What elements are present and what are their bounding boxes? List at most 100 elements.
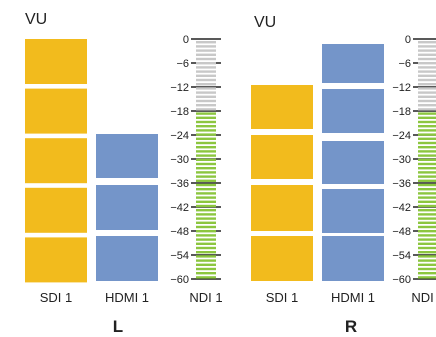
ndi-meter-segment	[418, 167, 436, 170]
channel-label: R	[345, 317, 357, 336]
level-segment	[96, 185, 158, 230]
level-segment	[25, 237, 87, 283]
scale-tick-label: −12	[170, 82, 189, 94]
ndi-meter-segment	[196, 70, 216, 73]
level-segment	[25, 187, 87, 233]
ndi-meter-segment	[418, 70, 436, 73]
ndi-meter-segment	[418, 45, 436, 48]
ndi-meter-segment	[196, 95, 216, 98]
ndi-meter-segment	[418, 225, 436, 229]
ndi-meter-segment	[196, 120, 216, 124]
scale-tick-label: −18	[392, 106, 411, 118]
ndi-meter-segment	[196, 192, 216, 195]
ndi-meter-segment	[418, 251, 436, 254]
ndi-meter-segment	[418, 133, 436, 136]
scale-tick-label: −54	[170, 250, 189, 262]
level-segment	[96, 236, 158, 281]
ndi-meter-segment	[196, 133, 216, 136]
ndi-meter-segment	[196, 146, 216, 149]
ndi-meter-segment	[196, 99, 216, 103]
level-segment	[25, 39, 87, 84]
ndi-meter-segment	[196, 255, 216, 258]
ndi-meter-segment	[418, 242, 436, 245]
ndi-meter-segment	[196, 267, 216, 271]
ndi-meter-segment	[418, 74, 436, 77]
ndi-meter-segment	[196, 204, 216, 208]
ndi-meter-segment	[196, 57, 216, 61]
ndi-meter-segment	[196, 171, 216, 174]
ndi-meter-segment	[418, 91, 436, 94]
ndi-meter-segment	[196, 116, 216, 119]
ndi-meter-segment	[418, 175, 436, 178]
ndi-meter-segment	[196, 141, 216, 145]
scale-tick-label: −54	[392, 250, 411, 262]
ndi-meter-segment	[418, 276, 436, 279]
ndi-meter-segment	[418, 217, 436, 220]
ndi-meter-segment	[196, 234, 216, 237]
level-segment	[322, 141, 384, 184]
source-label: HDMI 1	[105, 290, 149, 305]
ndi-meter-segment	[196, 162, 216, 166]
level-segment	[251, 185, 313, 231]
ndi-meter-segment	[196, 108, 216, 111]
ndi-meter-segment	[196, 246, 216, 250]
vu-title: VU	[254, 14, 276, 31]
vu-title: VU	[25, 11, 47, 28]
level-segment	[25, 88, 87, 134]
ndi-meter-segment	[418, 158, 436, 161]
ndi-meter-segment	[418, 259, 436, 262]
ndi-meter-segment	[196, 74, 216, 77]
ndi-meter-segment	[418, 87, 436, 90]
ndi-meter-segment	[418, 255, 436, 258]
ndi-meter-segment	[418, 78, 436, 82]
ndi-meter-segment	[196, 167, 216, 170]
scale-tick-label: −42	[170, 202, 189, 214]
ndi-meter-segment	[196, 41, 216, 44]
scale-tick-label: −30	[392, 154, 411, 166]
scale-tick-label: −48	[170, 226, 189, 238]
ndi-meter-segment	[418, 53, 436, 56]
ndi-meter-segment	[418, 272, 436, 275]
source-label: SDI 1	[40, 290, 73, 305]
scale-tick-label: −36	[170, 178, 189, 190]
level-segment	[25, 138, 87, 184]
scale-tick-label: −36	[392, 178, 411, 190]
ndi-meter-segment	[196, 49, 216, 52]
ndi-meter-segment	[196, 225, 216, 229]
ndi-label: NDI 1	[411, 290, 436, 305]
ndi-meter-segment	[196, 129, 216, 132]
ndi-meter-segment	[418, 150, 436, 153]
ndi-meter-segment	[418, 146, 436, 149]
level-segment	[96, 134, 158, 178]
ndi-meter-segment	[196, 217, 216, 220]
ndi-meter-segment	[418, 209, 436, 212]
scale-tick-label: −48	[392, 226, 411, 238]
ndi-meter-segment	[196, 91, 216, 94]
ndi-meter-segment	[418, 49, 436, 52]
ndi-meter-segment	[196, 272, 216, 275]
ndi-meter-segment	[418, 62, 436, 65]
scale-tick-label: −30	[170, 154, 189, 166]
ndi-meter-segment	[196, 221, 216, 224]
ndi-meter-segment	[196, 78, 216, 82]
level-segment	[251, 85, 313, 129]
scale-tick-label: −6	[176, 58, 189, 70]
ndi-meter-segment	[418, 104, 436, 107]
scale-tick-label: −60	[170, 274, 189, 286]
ndi-meter-segment	[418, 171, 436, 174]
level-segment	[322, 189, 384, 233]
ndi-meter-segment	[418, 108, 436, 111]
scale-tick-label: 0	[183, 34, 189, 46]
ndi-meter-segment	[196, 62, 216, 65]
ndi-meter-segment	[418, 41, 436, 44]
ndi-meter-segment	[196, 45, 216, 48]
ndi-meter-segment	[418, 213, 436, 216]
ndi-meter-segment	[418, 125, 436, 128]
ndi-meter-segment	[418, 95, 436, 98]
level-segment	[251, 236, 313, 281]
ndi-meter-segment	[196, 209, 216, 212]
ndi-meter-segment	[418, 99, 436, 103]
ndi-meter-segment	[196, 196, 216, 199]
scale-tick-label: −6	[398, 58, 411, 70]
